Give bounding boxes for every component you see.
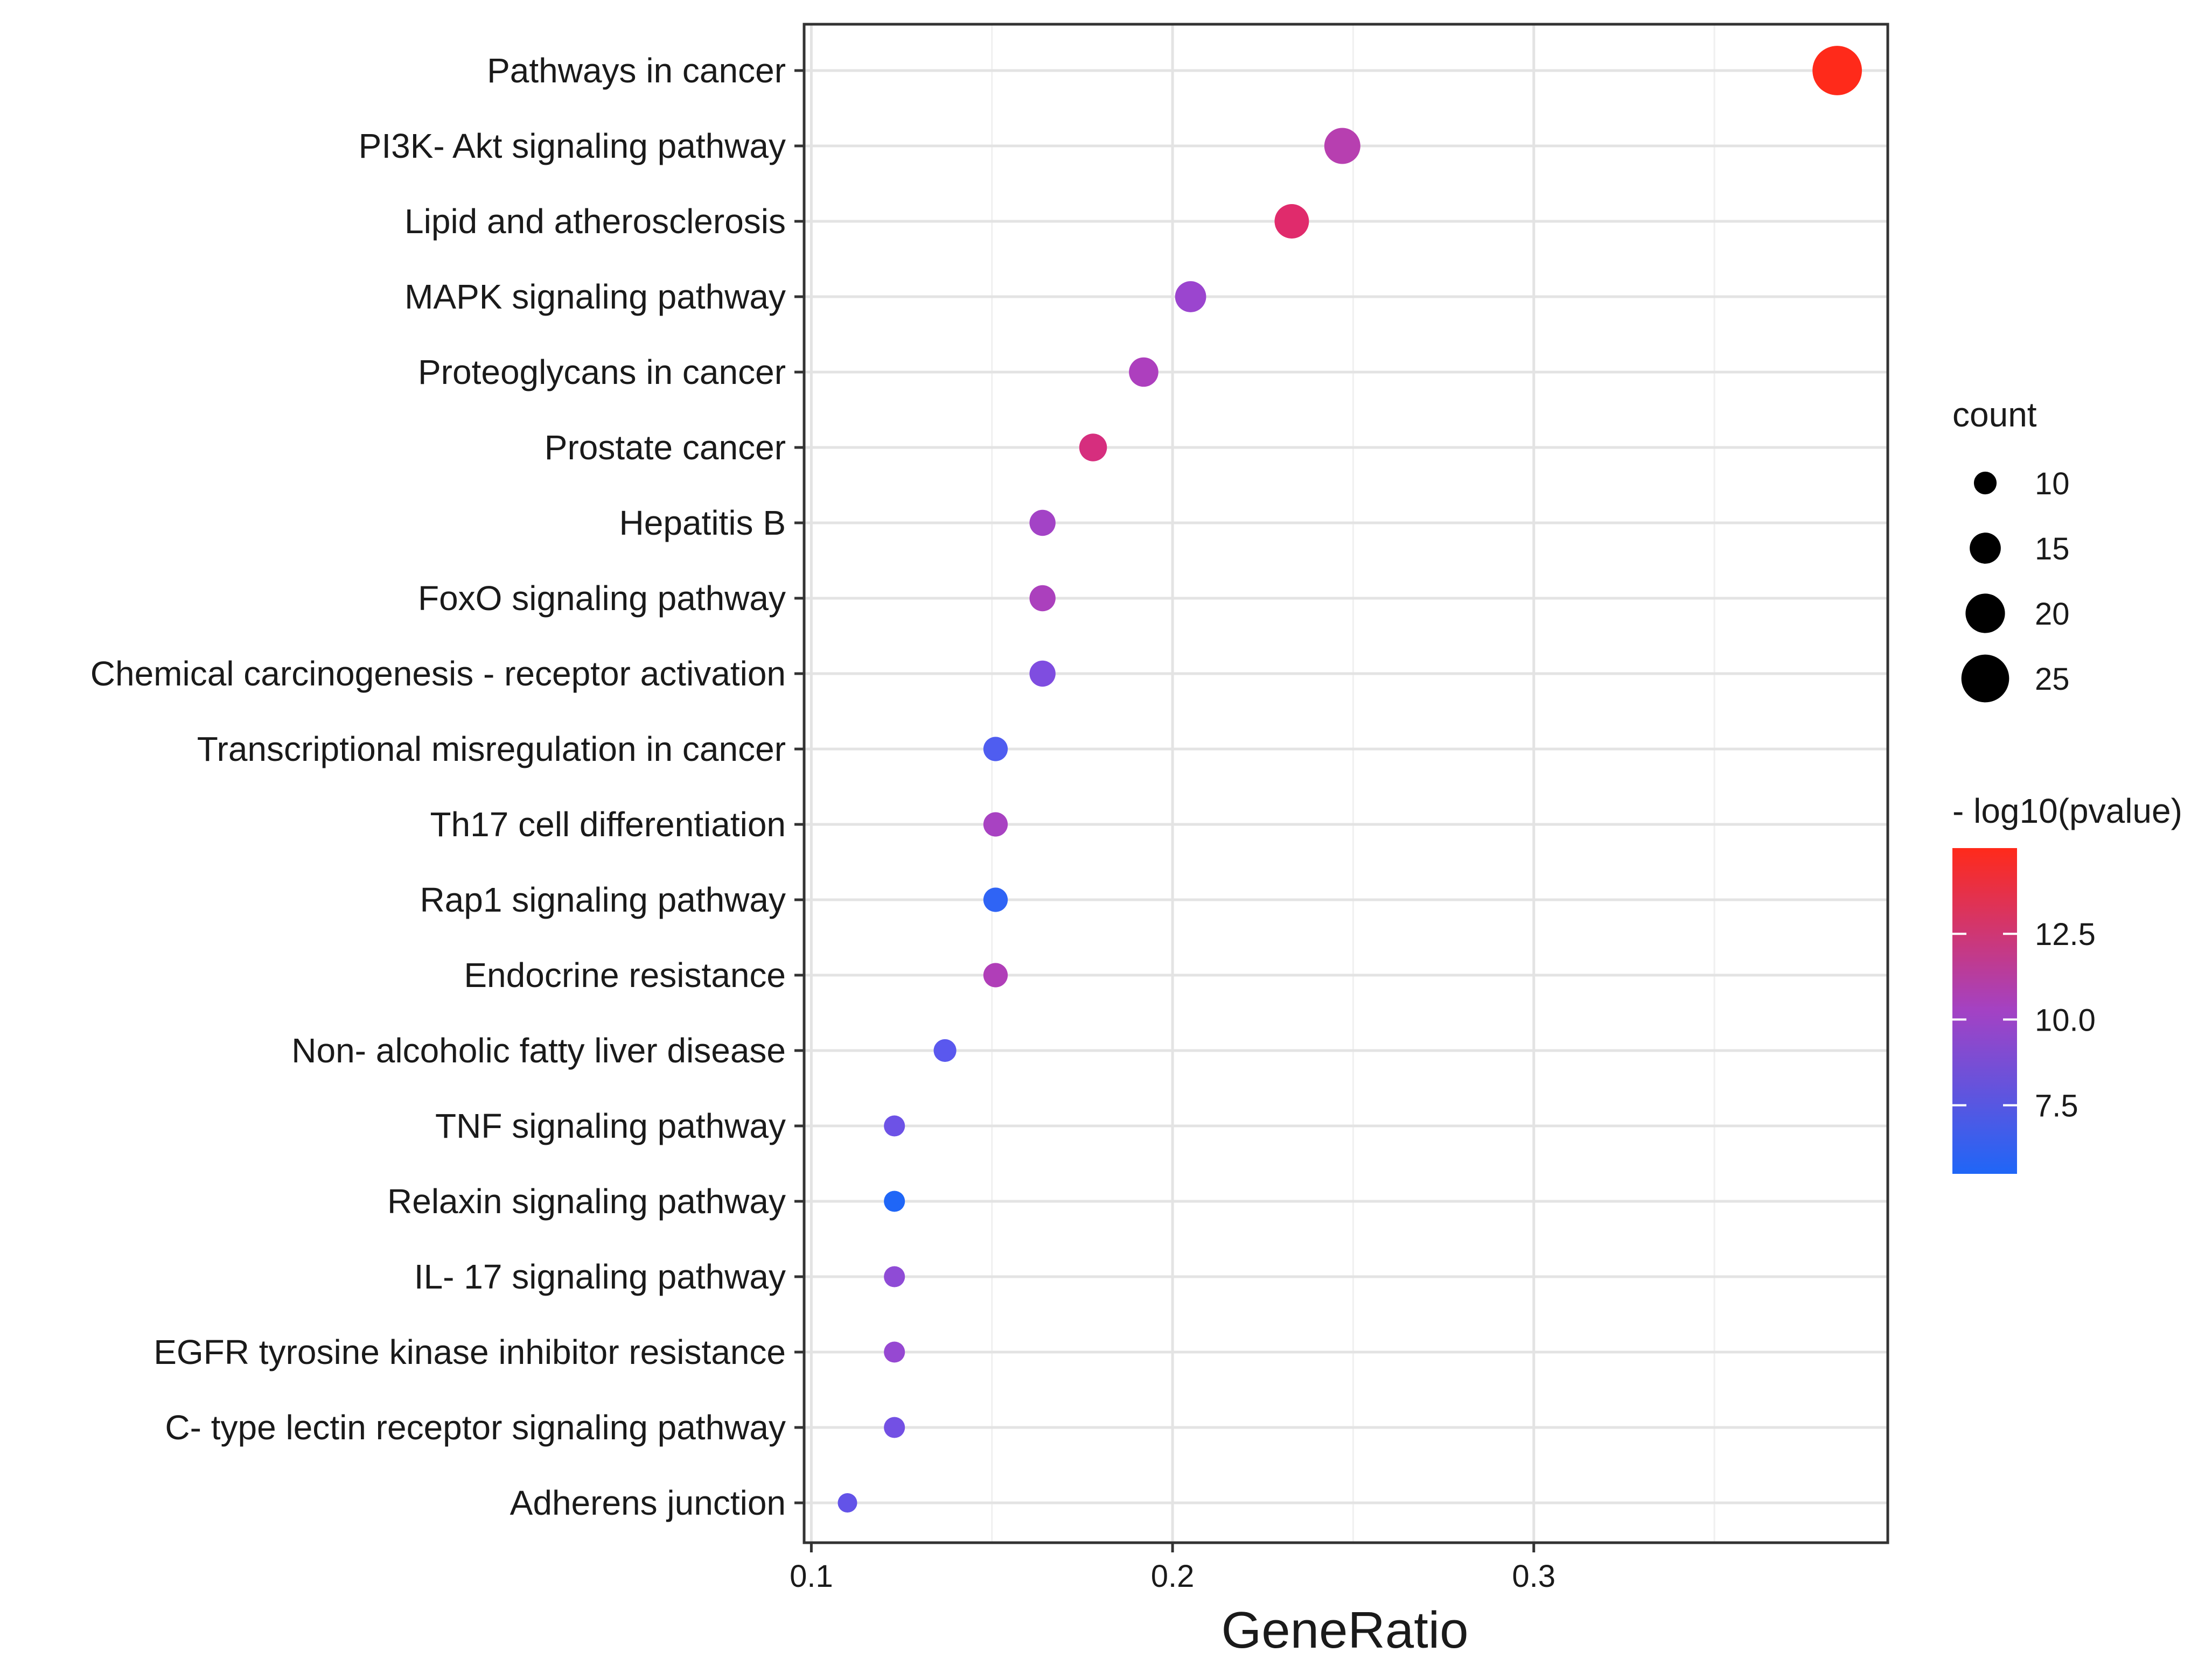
colorbar-tick-label: 10.0 bbox=[2035, 1003, 2096, 1038]
data-point bbox=[1812, 46, 1862, 95]
data-point bbox=[1029, 585, 1056, 612]
panel-border bbox=[803, 23, 1889, 1544]
y-tick-label: Relaxin signaling pathway bbox=[387, 1182, 786, 1221]
data-point bbox=[933, 1039, 957, 1062]
size-legend-label: 15 bbox=[2035, 531, 2070, 566]
y-tick-label: Non- alcoholic fatty liver disease bbox=[291, 1031, 786, 1070]
y-tick-label: IL- 17 signaling pathway bbox=[414, 1257, 786, 1296]
data-point bbox=[983, 812, 1008, 837]
panel-fill bbox=[804, 24, 1888, 1543]
data-point bbox=[884, 1417, 905, 1438]
color-legend: - log10(pvalue) 7.5 10.0 12.5 bbox=[1952, 792, 2182, 1174]
y-tick-label: Prostate cancer bbox=[545, 428, 786, 467]
size-legend-label: 20 bbox=[2035, 597, 2070, 632]
size-legend-label: 10 bbox=[2035, 466, 2070, 501]
y-tick-label: Hepatitis B bbox=[619, 503, 786, 542]
y-tick-label: PI3K- Akt signaling pathway bbox=[359, 127, 786, 165]
data-point bbox=[1274, 204, 1309, 239]
size-legend-key bbox=[1970, 533, 2001, 564]
data-point bbox=[838, 1493, 857, 1513]
color-legend-title: - log10(pvalue) bbox=[1952, 792, 2182, 830]
x-tick-label: 0.3 bbox=[1512, 1559, 1555, 1594]
y-tick-label: Endocrine resistance bbox=[464, 956, 786, 995]
size-legend-label: 25 bbox=[2035, 662, 2070, 697]
data-point bbox=[1129, 357, 1159, 387]
data-point bbox=[884, 1266, 905, 1287]
colorbar-tick-label: 12.5 bbox=[2035, 917, 2096, 952]
data-point bbox=[1324, 128, 1360, 164]
y-axis: Pathways in cancer PI3K- Akt signaling pa… bbox=[90, 51, 804, 1522]
size-legend-key bbox=[1965, 593, 2005, 633]
x-tick-label: 0.2 bbox=[1151, 1559, 1195, 1594]
x-tick-label: 0.1 bbox=[790, 1559, 833, 1594]
data-point bbox=[983, 887, 1008, 912]
data-points bbox=[838, 46, 1862, 1513]
grid-lines bbox=[804, 24, 1888, 1543]
data-point bbox=[983, 737, 1008, 761]
y-tick-label: Proteoglycans in cancer bbox=[418, 353, 786, 391]
y-tick-label: C- type lectin receptor signaling pathwa… bbox=[165, 1408, 786, 1447]
data-point bbox=[884, 1341, 905, 1363]
size-legend-key bbox=[1961, 654, 2009, 703]
size-legend-key bbox=[1973, 471, 1997, 495]
y-tick-label: MAPK signaling pathway bbox=[404, 277, 786, 316]
x-axis: GeneRatio 0.1 0.2 0.3 bbox=[790, 1543, 1555, 1659]
y-tick-label: Adherens junction bbox=[510, 1483, 786, 1522]
data-point bbox=[1029, 660, 1056, 687]
size-legend: count 10 15 20 25 bbox=[1952, 395, 2070, 703]
data-point bbox=[1175, 281, 1206, 312]
y-tick-label: Chemical carcinogenesis - receptor activ… bbox=[90, 654, 786, 693]
x-axis-title: GeneRatio bbox=[1222, 1601, 1469, 1659]
y-tick-label: Pathways in cancer bbox=[487, 51, 786, 90]
colorbar bbox=[1952, 848, 2017, 1174]
data-point bbox=[884, 1115, 905, 1137]
data-point bbox=[983, 963, 1008, 988]
data-point bbox=[884, 1191, 905, 1212]
y-tick-label: Rap1 signaling pathway bbox=[420, 880, 786, 919]
plot-panel-background bbox=[804, 24, 1888, 1543]
y-tick-label: Lipid and atherosclerosis bbox=[404, 202, 786, 241]
plot-panel-border bbox=[803, 23, 1889, 1544]
y-tick-label: Th17 cell differentiation bbox=[430, 805, 786, 844]
data-point bbox=[1029, 509, 1056, 536]
size-legend-title: count bbox=[1952, 395, 2037, 434]
y-tick-label: EGFR tyrosine kinase inhibitor resistanc… bbox=[153, 1333, 786, 1371]
y-tick-label: Transcriptional misregulation in cancer bbox=[197, 730, 786, 768]
data-point bbox=[1079, 433, 1107, 461]
y-tick-label: TNF signaling pathway bbox=[435, 1107, 786, 1145]
colorbar-tick-label: 7.5 bbox=[2035, 1089, 2078, 1124]
y-tick-label: FoxO signaling pathway bbox=[418, 579, 786, 618]
